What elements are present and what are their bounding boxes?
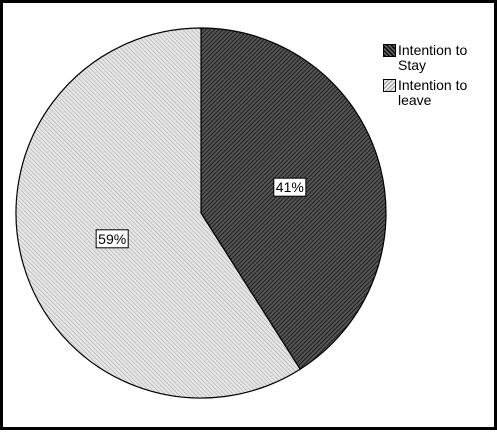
data-label-stay: 41% (273, 177, 307, 197)
legend-swatch-leave (383, 79, 396, 92)
data-label-leave-box (95, 229, 129, 249)
legend-item-leave: Intention to leave (383, 78, 490, 108)
pie-data-labels: 41% 59% (95, 177, 307, 249)
pie-slice-stay (200, 27, 387, 371)
data-label-stay-text: 41% (276, 179, 304, 195)
pie-chart: 41% 59% (15, 27, 387, 399)
data-label-stay-box (273, 177, 307, 197)
legend-label-leave: Intention to leave (398, 77, 468, 108)
pie-slices (15, 27, 387, 399)
data-label-leave-text: 59% (98, 231, 126, 247)
pie-slice-leave (15, 27, 301, 399)
data-label-leave: 59% (95, 229, 129, 249)
legend-label-stay: Intention to Stay (398, 42, 468, 73)
legend-swatch-stay (383, 44, 396, 57)
legend-item-stay: Intention to Stay (383, 43, 490, 73)
legend: Intention to Stay Intention to leave (383, 43, 490, 113)
